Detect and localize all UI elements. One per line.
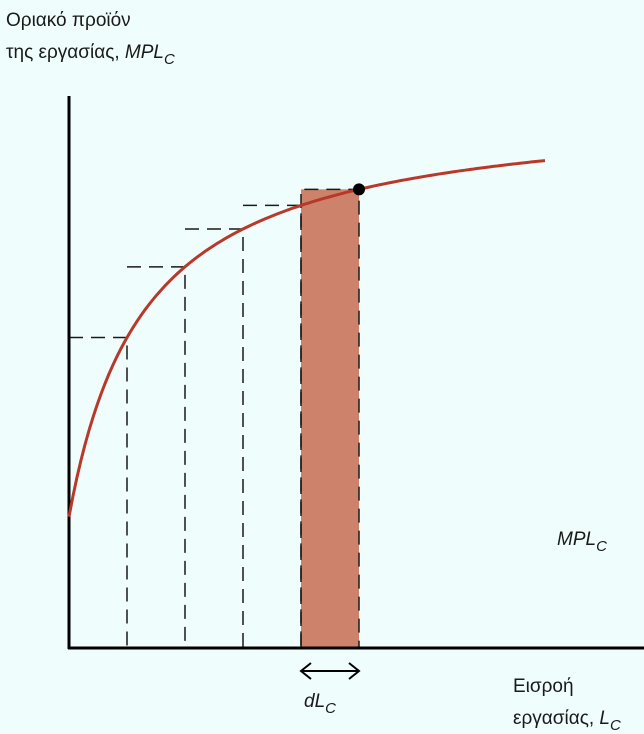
shaded-increment-bar xyxy=(301,189,359,648)
curve-label: MPLC xyxy=(557,529,607,555)
increment-label: dLC xyxy=(304,691,336,717)
y-axis-title-line2: της εργασίας, MPLC xyxy=(6,42,175,68)
steps-layer xyxy=(69,188,360,648)
marked-point xyxy=(353,183,365,196)
step-rect-3 xyxy=(185,228,244,648)
step-rect-1 xyxy=(69,336,128,648)
x-axis-title-line1: Εισροή xyxy=(513,676,574,697)
mpl-curve xyxy=(67,159,546,517)
increment-arrow xyxy=(299,662,361,680)
shaded-bar-outline xyxy=(300,188,360,648)
step-rect-4 xyxy=(243,204,302,648)
y-axis-title-line1: Οριακό προϊόν xyxy=(6,10,131,31)
x-axis-title-line2: εργασίας, LC xyxy=(513,708,621,734)
